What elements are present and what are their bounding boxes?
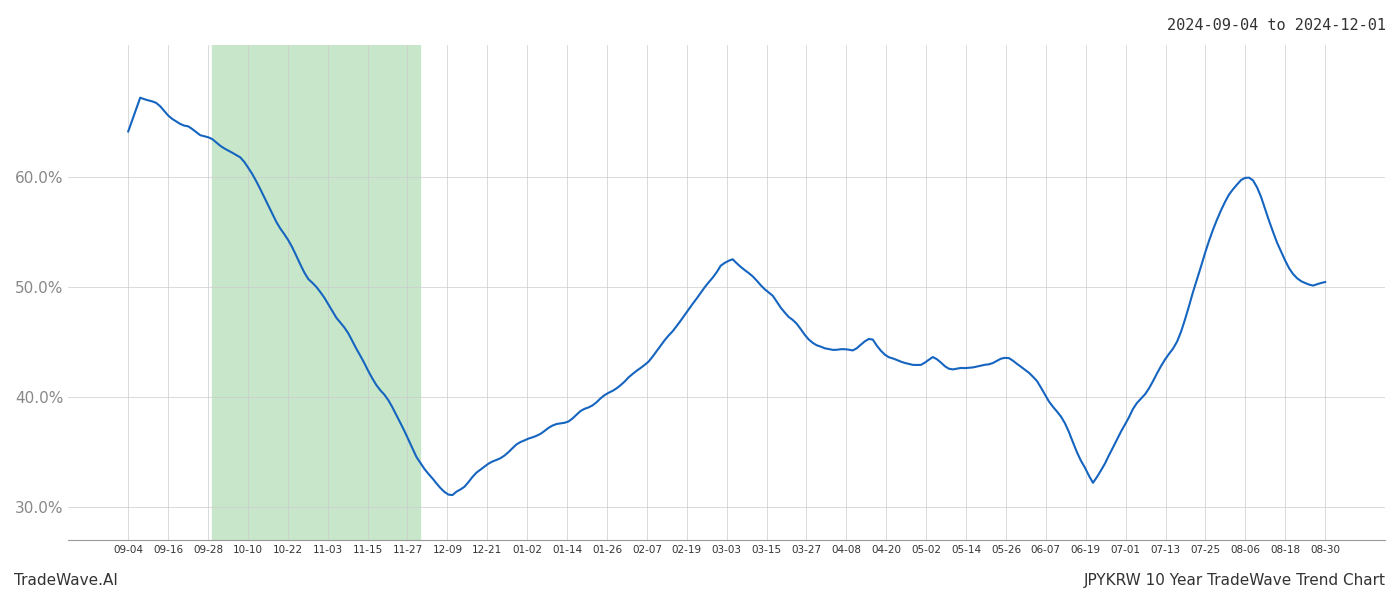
Text: 2024-09-04 to 2024-12-01: 2024-09-04 to 2024-12-01 (1168, 18, 1386, 33)
Text: JPYKRW 10 Year TradeWave Trend Chart: JPYKRW 10 Year TradeWave Trend Chart (1084, 573, 1386, 588)
Text: TradeWave.AI: TradeWave.AI (14, 573, 118, 588)
Bar (213, 45, 420, 540)
